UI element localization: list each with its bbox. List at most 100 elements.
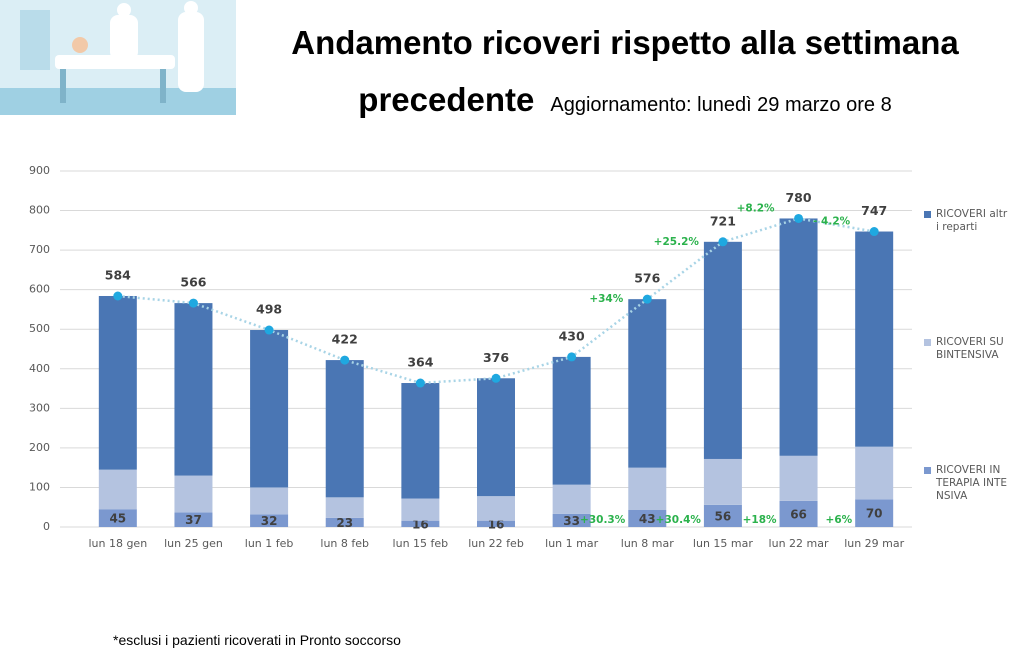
y-tick-label: 900 [29, 164, 50, 177]
total-label: 584 [105, 267, 131, 282]
total-point [567, 352, 577, 362]
value-label: 16 [412, 517, 429, 531]
x-tick-label: lun 22 feb [468, 537, 524, 550]
bar-segment [855, 446, 894, 500]
total-point [794, 213, 804, 223]
bar-segment [477, 520, 515, 527]
y-tick-label: 300 [29, 401, 50, 414]
x-tick-label: lun 18 gen [88, 537, 147, 550]
bar-segment [250, 487, 289, 515]
bar-segment [325, 360, 364, 498]
x-tick-label: lun 15 mar [693, 537, 753, 550]
bar-segment [98, 295, 137, 470]
intensive-change-label: +30.4% [656, 514, 702, 526]
total-change-label: +25.2% [654, 236, 700, 248]
y-tick-label: 800 [29, 204, 50, 217]
value-label: 33 [563, 514, 580, 528]
total-point [718, 237, 728, 247]
bar-segment [703, 458, 742, 505]
total-label: 576 [634, 271, 660, 286]
bar-segment [855, 499, 894, 527]
total-point [340, 355, 350, 365]
bar-segment [98, 509, 137, 527]
x-tick-label: lun 22 mar [769, 537, 829, 550]
legend-label: RICOVERI IN TERAPIA INTENSIVA [936, 464, 1008, 502]
x-tick-label: lun 1 feb [245, 537, 294, 550]
total-point [491, 373, 501, 383]
total-label: 780 [785, 190, 811, 205]
bar-segment [552, 356, 591, 485]
bar-segment [477, 496, 515, 521]
bar-segment [325, 517, 364, 527]
bar-segment [703, 504, 742, 527]
total-label: 566 [180, 275, 206, 290]
chart-title: Andamento ricoveri rispetto alla settima… [291, 24, 959, 118]
legend-swatch [924, 211, 931, 218]
header: Andamento ricoveri rispetto alla settima… [245, 18, 1005, 132]
total-point [264, 325, 274, 335]
total-label: 747 [861, 203, 887, 218]
header-image [0, 0, 236, 115]
total-label: 422 [332, 332, 358, 347]
x-tick-label: lun 8 feb [320, 537, 369, 550]
bar-segment [628, 509, 667, 527]
total-change-label: - 4.2% [813, 216, 851, 228]
total-label: 498 [256, 302, 282, 317]
bar-segment [401, 520, 440, 527]
bar-segment [174, 512, 213, 527]
total-change-label: +34% [589, 293, 623, 305]
total-point [869, 227, 879, 237]
y-tick-label: 100 [29, 480, 50, 493]
y-tick-label: 700 [29, 243, 50, 256]
x-tick-label: lun 15 feb [393, 537, 449, 550]
legend-swatch [924, 467, 931, 474]
y-tick-label: 600 [29, 283, 50, 296]
legend-item: RICOVERI SUBINTENSIVA [924, 336, 1010, 362]
intensive-change-label: +6% [826, 514, 853, 526]
total-point [415, 378, 425, 388]
y-tick-label: 200 [29, 441, 50, 454]
bar-segment [325, 497, 364, 518]
bar-segment [628, 299, 667, 468]
value-label: 23 [336, 516, 353, 530]
total-point [188, 298, 198, 308]
value-label: 56 [715, 509, 732, 523]
legend-swatch [924, 339, 931, 346]
total-label: 430 [559, 328, 585, 343]
bar-segment [174, 475, 213, 513]
intensive-change-label: +30.3% [580, 514, 626, 526]
value-label: 32 [261, 514, 278, 528]
x-tick-label: lun 1 mar [545, 537, 598, 550]
bar-segment [779, 455, 818, 501]
value-label: 45 [109, 512, 126, 526]
total-label: 721 [710, 213, 736, 228]
y-tick-label: 0 [43, 520, 50, 533]
bar-segment [552, 513, 591, 527]
bar-segment [477, 378, 515, 497]
total-change-label: +8.2% [737, 202, 775, 214]
total-label: 364 [407, 355, 433, 370]
legend-label: RICOVERI altri reparti [936, 208, 1008, 233]
bar-segment [779, 218, 818, 456]
y-tick-label: 400 [29, 362, 50, 375]
bar-segment [855, 231, 894, 447]
value-label: 43 [639, 512, 656, 526]
total-point [642, 294, 652, 304]
y-tick-label: 500 [29, 322, 50, 335]
bar-segment [174, 303, 213, 476]
value-label: 66 [790, 507, 807, 521]
x-tick-label: lun 29 mar [844, 537, 904, 550]
legend-label: RICOVERI SUBINTENSIVA [936, 336, 1004, 361]
value-label: 37 [185, 513, 202, 527]
legend-item: RICOVERI altri reparti [924, 208, 1010, 234]
x-tick-label: lun 8 mar [621, 537, 674, 550]
bar-segment [401, 383, 440, 499]
intensive-change-label: +18% [743, 514, 777, 526]
bar-segment [98, 469, 137, 510]
total-point [113, 291, 123, 301]
bar-segment [401, 498, 440, 521]
bar-segment [552, 484, 591, 514]
bar-segment [779, 500, 818, 527]
bar-segment [628, 467, 667, 510]
